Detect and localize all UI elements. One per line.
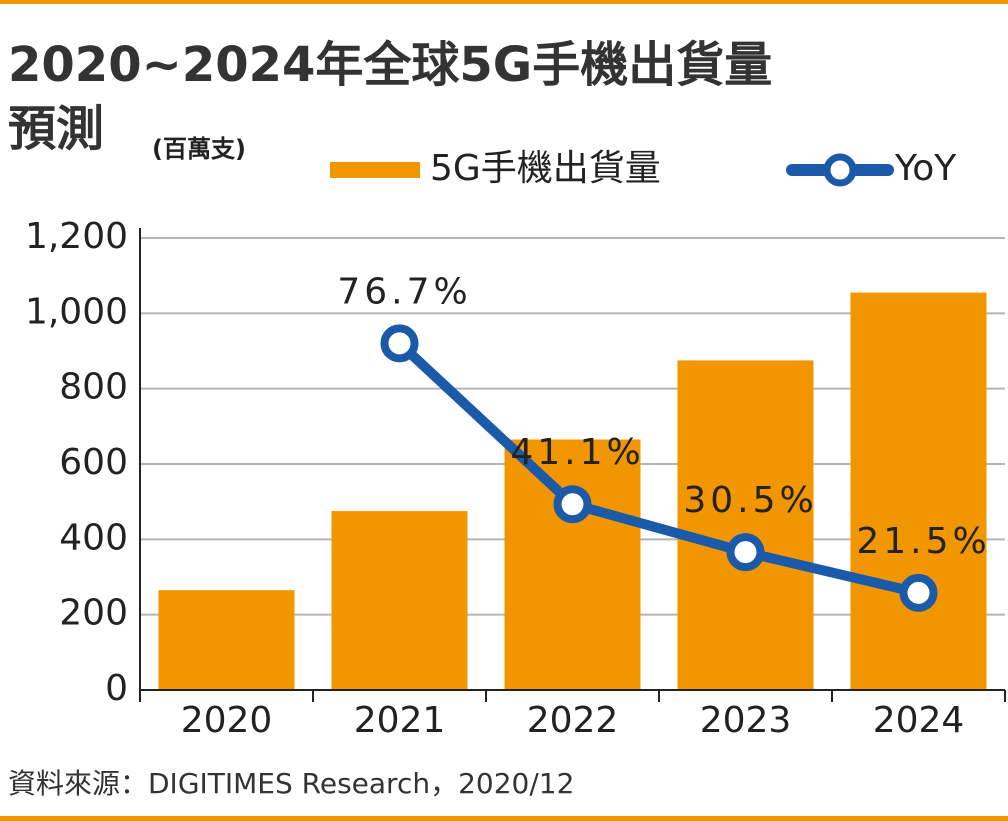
- y-tick-label: 1,000: [25, 291, 128, 332]
- chart-title: 2020~2024年全球5G手機出貨量預測: [8, 37, 772, 157]
- source: 資料來源：DIGITIMES Research，2020/12: [8, 767, 574, 800]
- yoy-line: [396, 339, 920, 598]
- data-label: 76.7%: [337, 271, 471, 312]
- bar: [850, 292, 987, 690]
- x-tick-label: 2022: [527, 700, 619, 741]
- data-label: 21.5%: [856, 521, 990, 562]
- data-label: 41.1%: [510, 432, 644, 473]
- bar: [331, 511, 468, 690]
- bottom-rule: [0, 816, 1008, 821]
- yoy-point: [899, 573, 938, 612]
- legend-swatch: [330, 162, 420, 178]
- x-tick-label: 2023: [700, 700, 792, 741]
- bar: [677, 360, 814, 690]
- x-tick-label: 2024: [873, 700, 965, 741]
- yoy-point: [380, 324, 419, 363]
- top-rule: [0, 0, 1008, 4]
- y-tick-label: 600: [59, 442, 128, 483]
- bar: [504, 439, 641, 690]
- y-tick-label: 1,200: [25, 216, 128, 257]
- yoy-point: [553, 485, 592, 524]
- legend-marker: [823, 153, 857, 187]
- legend-label: YoY: [894, 148, 957, 189]
- unit-label: (百萬支): [152, 135, 246, 163]
- y-tick-label: 200: [59, 593, 128, 634]
- x-tick-label: 2021: [354, 700, 446, 741]
- data-label: 30.5%: [683, 480, 817, 521]
- bar: [158, 590, 295, 690]
- legend-label: 5G手機出貨量: [430, 148, 661, 189]
- x-tick-label: 2020: [181, 700, 273, 741]
- y-tick-label: 800: [59, 367, 128, 408]
- yoy-point: [726, 533, 765, 572]
- y-tick-label: 0: [105, 668, 128, 709]
- y-tick-label: 400: [59, 517, 128, 558]
